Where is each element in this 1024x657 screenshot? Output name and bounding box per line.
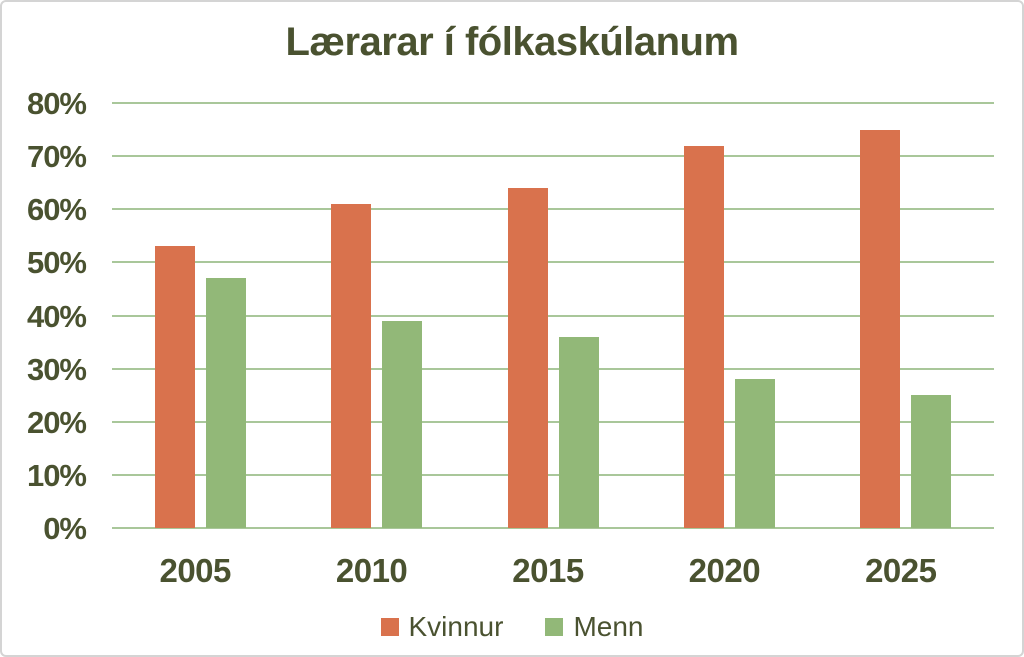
x-axis-label-2010: 2010 xyxy=(335,552,408,589)
bar-menn-2025 xyxy=(911,395,952,528)
bar-kvinnur-2015 xyxy=(507,188,548,528)
chart-title: Lærarar í fólkaskúlanum xyxy=(285,20,739,64)
bar-kvinnur-2025 xyxy=(860,129,901,528)
chart-legend: Kvinnur Menn xyxy=(2,613,1022,641)
legend-swatch-icon xyxy=(380,618,399,636)
gridline-40% xyxy=(112,314,994,317)
y-axis-label-0%: 0% xyxy=(43,511,87,546)
y-axis-label-10%: 10% xyxy=(26,457,87,493)
bar-menn-2015 xyxy=(558,336,599,528)
x-axis-label-2005: 2005 xyxy=(159,552,231,589)
gridline-10% xyxy=(112,473,994,476)
y-axis-label-40%: 40% xyxy=(26,298,87,334)
x-axis-label-2025: 2025 xyxy=(865,552,937,589)
gridline-80% xyxy=(112,102,994,104)
bar-menn-2005 xyxy=(205,278,246,528)
y-axis-label-80%: 80% xyxy=(26,86,87,121)
legend-entry-menn: Menn xyxy=(545,613,643,641)
legend-label: Kvinnur xyxy=(408,611,504,642)
legend-swatch-icon xyxy=(545,618,564,636)
gridline-70% xyxy=(112,155,994,158)
gridline-30% xyxy=(112,367,994,370)
y-axis-label-20%: 20% xyxy=(26,404,87,440)
bar-menn-2020 xyxy=(734,379,775,528)
bar-kvinnur-2010 xyxy=(331,203,372,528)
gridline-0% xyxy=(112,527,994,529)
bar-kvinnur-2005 xyxy=(154,246,195,528)
gridline-60% xyxy=(112,208,994,211)
bar-kvinnur-2020 xyxy=(683,145,724,528)
y-axis-label-50%: 50% xyxy=(26,245,87,281)
x-axis-label-2020: 2020 xyxy=(688,552,761,589)
x-axis-label-2015: 2015 xyxy=(512,552,584,589)
legend-entry-kvinnur: Kvinnur xyxy=(380,611,504,642)
legend-label: Menn xyxy=(573,611,644,642)
y-axis-label-30%: 30% xyxy=(26,351,87,387)
y-axis-label-70%: 70% xyxy=(26,139,87,175)
y-axis-label-60%: 60% xyxy=(26,192,87,228)
gridline-20% xyxy=(112,420,994,423)
bar-menn-2010 xyxy=(382,320,423,528)
gridline-50% xyxy=(112,261,994,264)
